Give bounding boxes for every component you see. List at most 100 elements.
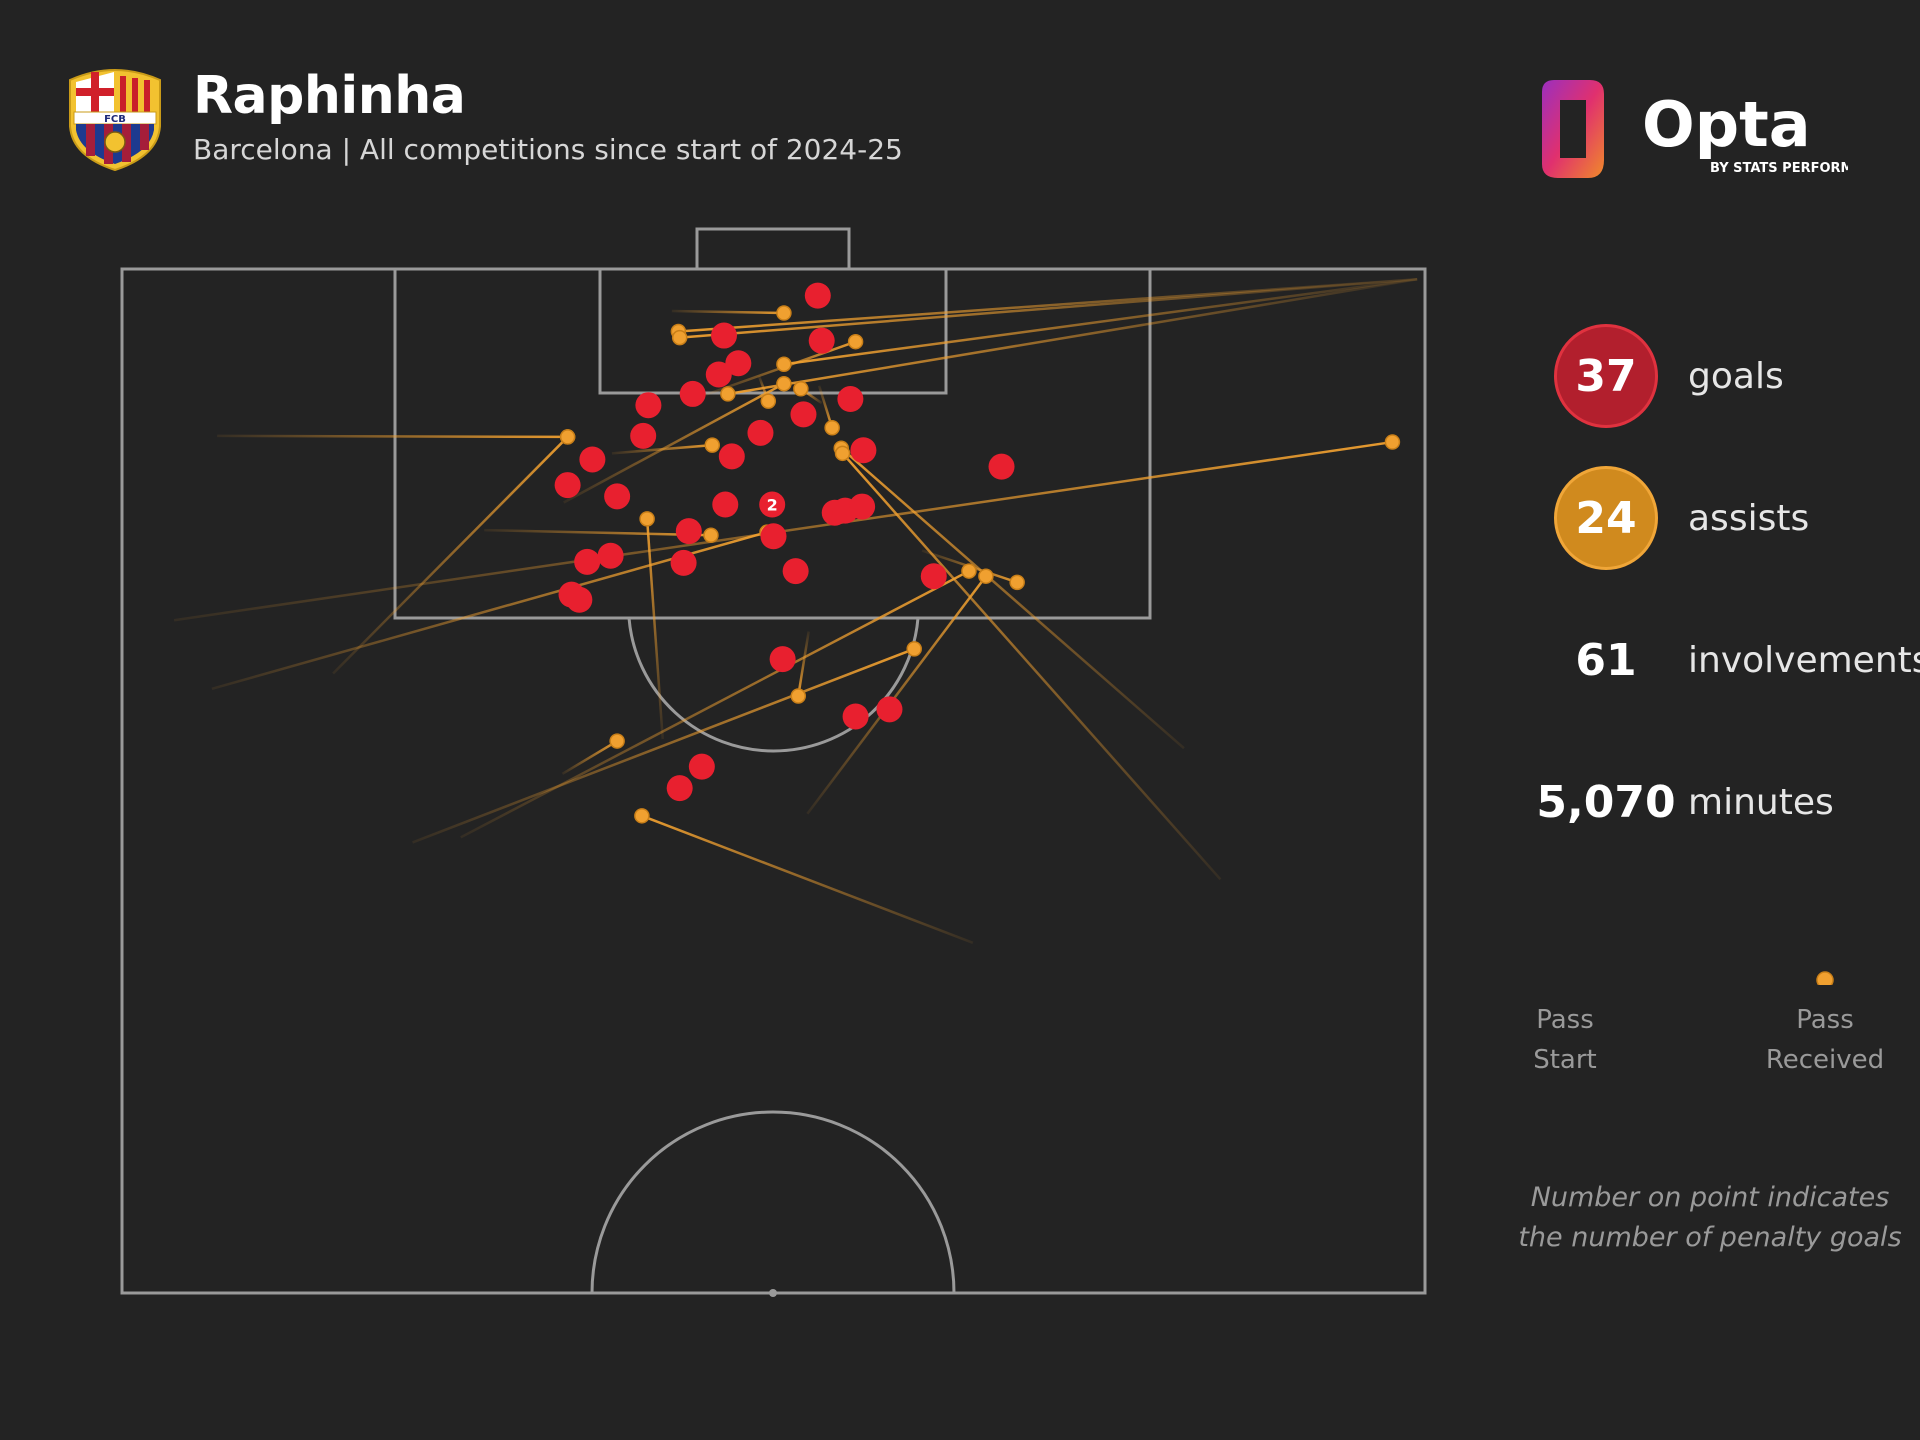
legend-pass-start-label: Pass Start <box>1533 1005 1597 1075</box>
assist-pass-line <box>645 518 664 740</box>
assist-received-point <box>847 333 864 350</box>
goal-point <box>679 380 706 407</box>
page-title: Raphinha <box>193 66 466 126</box>
pitch-outline <box>120 267 1427 1295</box>
assist-received-point <box>906 641 922 657</box>
assist-received-point <box>776 356 792 372</box>
pass-legend: Pass Start Pass Received <box>1520 955 1920 1095</box>
goal-point <box>630 422 657 449</box>
center-spot <box>769 1289 777 1297</box>
goal-point <box>579 446 606 473</box>
assist-pass-line <box>671 309 784 315</box>
assist-received-point <box>704 437 721 453</box>
opta-wordmark: Opta <box>1642 88 1811 161</box>
goal-point <box>804 282 831 309</box>
legend-pass-received-label: Pass Received <box>1765 1005 1885 1075</box>
opta-tagline: BY STATS PERFORM <box>1710 161 1848 176</box>
penalty-goal-point <box>759 491 786 518</box>
involvements-count: 61 <box>1575 634 1637 686</box>
opta-logo-icon: Opta BY STATS PERFORM <box>1542 80 1848 178</box>
assist-pass-line <box>412 647 915 844</box>
stat-goals: 37 goals <box>1540 318 1900 438</box>
assist-received-point <box>703 527 719 543</box>
goal-point <box>850 437 877 464</box>
assist-received-point <box>776 375 792 392</box>
assists-count-badge: 24 <box>1554 466 1658 570</box>
goal-point <box>688 753 715 780</box>
assist-pass-line <box>561 739 618 775</box>
assist-received-point <box>790 688 807 704</box>
assist-received-point <box>609 733 625 749</box>
center-circle <box>590 1110 956 1294</box>
stat-assists: 24 assists <box>1540 460 1900 580</box>
goal-point <box>842 703 869 730</box>
assist-pass-line <box>840 447 1185 750</box>
assist-pass-line <box>641 814 974 944</box>
assist-received-point <box>961 563 977 579</box>
assist-pass-line <box>217 434 568 439</box>
minutes-count: 5,070 <box>1536 776 1676 828</box>
penalty-note: Number on point indicates the number of … <box>1518 1182 1902 1253</box>
assist-pass-line <box>611 443 713 455</box>
assist-pass-line <box>841 452 1222 881</box>
goal-point <box>876 696 903 723</box>
crest-text: FCB <box>104 114 126 125</box>
assist-received-point <box>793 381 809 397</box>
assist-received-point <box>720 386 736 402</box>
pitch-chart: 2 <box>120 227 1427 1297</box>
goal-point <box>790 401 817 428</box>
assist-layer <box>173 277 1418 944</box>
goals-count-badge: 37 <box>1554 324 1658 428</box>
goal-point <box>782 558 809 585</box>
goal-point <box>769 646 796 673</box>
goal-point <box>574 548 601 575</box>
assist-received-point <box>834 445 851 462</box>
minutes-label: minutes <box>1688 781 1834 823</box>
stat-involvements: 61 involvements <box>1540 602 1920 722</box>
goal-point <box>920 563 947 590</box>
goal-point <box>635 392 662 419</box>
assist-received-point <box>639 511 655 527</box>
assist-received-point <box>671 329 688 346</box>
assist-pass-line <box>806 575 987 815</box>
goal-point <box>718 443 745 470</box>
assist-pass-line <box>484 528 711 537</box>
goal-point <box>666 775 693 802</box>
goal-point <box>705 361 732 388</box>
goals-label: goals <box>1688 355 1784 397</box>
goal-point <box>747 419 774 446</box>
goal-point <box>808 327 835 354</box>
assist-received-point <box>1384 434 1401 450</box>
goal-layer: 2 <box>554 282 1015 802</box>
assist-received-point <box>559 429 576 445</box>
assist-pass-line <box>727 278 1418 396</box>
assist-pass-line <box>460 569 970 839</box>
assist-pass-line <box>332 436 569 675</box>
goal-point <box>554 472 581 499</box>
goal-point <box>604 483 631 510</box>
assist-received-point <box>978 568 994 584</box>
assist-received-point <box>1009 574 1025 591</box>
goal-point <box>712 491 739 518</box>
goal-point <box>675 518 702 545</box>
goal-point <box>760 523 787 550</box>
assist-pass-line <box>563 382 785 504</box>
assist-received-point <box>634 808 650 824</box>
assists-label: assists <box>1688 497 1810 539</box>
goal <box>695 227 851 271</box>
goal-point <box>988 453 1015 480</box>
penalty-area <box>393 267 1152 620</box>
assist-pass-line <box>679 277 1418 339</box>
goal-point <box>725 350 752 377</box>
assist-received-point <box>824 419 840 436</box>
goal-point <box>710 322 737 349</box>
goal-point <box>849 493 876 520</box>
legend-line-sample <box>1565 971 1834 985</box>
goal-point <box>597 542 624 569</box>
barcelona-crest-icon: FCB <box>69 69 161 172</box>
assist-pass-line <box>797 631 810 697</box>
assist-pass-line <box>783 278 1418 366</box>
involvements-label: involvements <box>1688 639 1920 681</box>
page-subtitle: Barcelona | All competitions since start… <box>193 133 903 166</box>
assist-received-point <box>776 305 792 321</box>
